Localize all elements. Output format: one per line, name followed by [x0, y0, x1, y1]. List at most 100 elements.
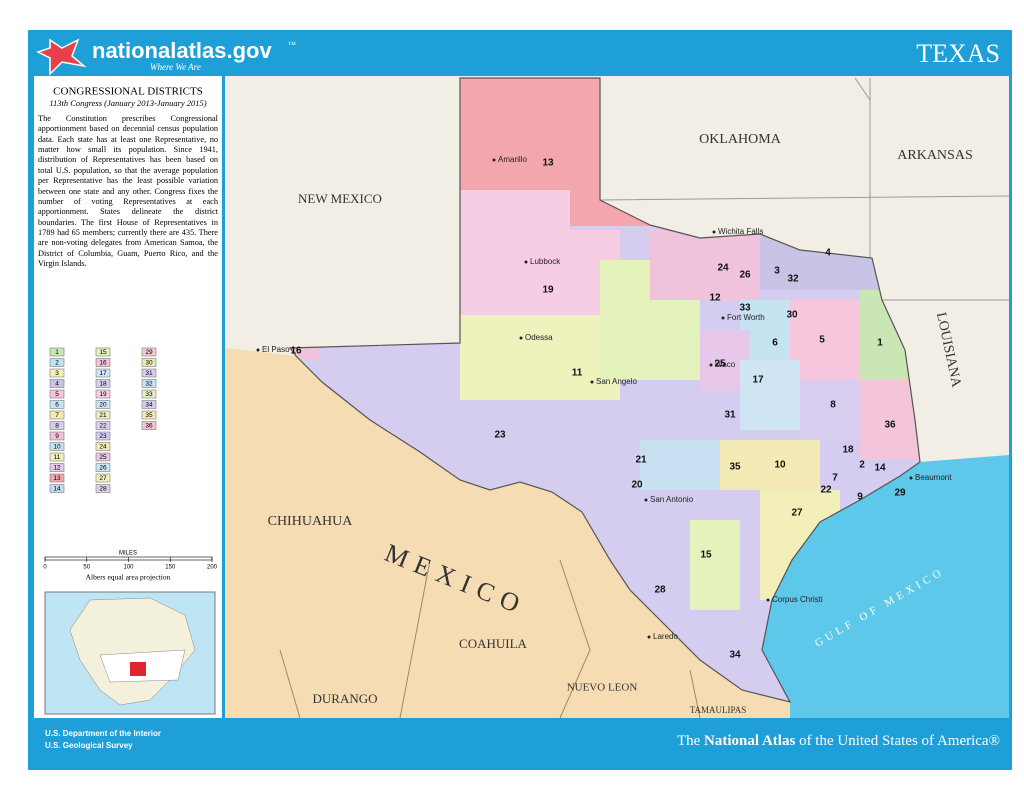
legend-swatch — [49, 473, 65, 483]
legend-swatch — [141, 379, 157, 388]
district-number: 32 — [787, 274, 799, 285]
state-borders — [599, 77, 1010, 301]
district-number: 19 — [542, 285, 554, 296]
footer-atlas: The National Atlas of the United States … — [677, 733, 1000, 749]
mexico-land — [225, 348, 790, 718]
legend-swatch — [95, 368, 111, 378]
legend-swatch — [141, 347, 157, 357]
district-area — [460, 190, 570, 320]
legend-swatch — [49, 368, 65, 378]
legend-label: 28 — [99, 486, 107, 493]
legend-swatch — [49, 463, 65, 472]
city-label: Wichita Falls — [718, 227, 763, 236]
legend-swatch — [141, 421, 157, 430]
district-number: 1 — [877, 338, 883, 349]
legend-swatch — [95, 463, 111, 472]
district-number: 2 — [859, 460, 865, 471]
legend-label: 26 — [99, 465, 107, 472]
legend-label: 20 — [99, 402, 107, 409]
legend-swatch — [95, 400, 111, 409]
city-label: Amarillo — [498, 155, 527, 164]
tagline: Where We Are — [150, 62, 201, 72]
district-number: 23 — [494, 430, 506, 441]
legend-swatch — [95, 379, 111, 388]
inset-map — [44, 591, 216, 715]
district-number: 33 — [739, 303, 751, 314]
legend-label: 7 — [55, 412, 59, 419]
district-area — [860, 380, 920, 460]
footer-survey: U.S. Geological Survey — [45, 741, 133, 750]
legend-swatch — [141, 368, 157, 378]
district-number: 36 — [884, 420, 896, 431]
logo-star — [36, 38, 87, 76]
legend-swatch — [49, 421, 65, 430]
city-dot — [766, 598, 770, 602]
region-label: ARKANSAS — [897, 148, 972, 163]
sidebar-text: The Constitution prescribes Congressiona… — [38, 114, 218, 269]
logo-mark: ™ — [288, 40, 296, 49]
inset-texas — [130, 662, 146, 676]
sidebar-subtitle: 113th Congress (January 2013-January 201… — [49, 98, 206, 108]
atlas-pre: The — [677, 733, 704, 749]
legend-label: 6 — [55, 402, 59, 409]
legend-label: 29 — [145, 349, 153, 356]
city-dot — [644, 498, 648, 502]
legend-label: 36 — [145, 423, 153, 430]
scale-tick-label: 150 — [165, 565, 176, 571]
city-label: Fort Worth — [727, 313, 765, 322]
legend-swatch — [49, 484, 65, 493]
legend-label: 34 — [145, 402, 153, 409]
scale-tick-label: 100 — [123, 565, 134, 571]
state-title: TEXAS — [916, 39, 1000, 68]
legend-swatch — [49, 452, 65, 462]
legend-swatch — [95, 410, 111, 420]
legend-label: 16 — [99, 360, 107, 367]
district-number: 31 — [724, 410, 736, 421]
projection: Albers equal area projection — [86, 573, 171, 582]
district-area — [800, 380, 860, 440]
legend-label: 8 — [55, 423, 59, 430]
city-label: Beaumont — [915, 473, 952, 482]
legend-swatch — [95, 442, 111, 451]
city-dot — [909, 476, 913, 480]
district-number: 27 — [791, 508, 803, 519]
legend-swatch — [49, 389, 65, 399]
region-label: CHIHUAHUA — [268, 514, 354, 529]
district-number: 12 — [709, 293, 721, 304]
city-dot — [709, 363, 713, 367]
city-label: San Antonio — [650, 495, 694, 504]
district-area — [640, 440, 720, 490]
city-dot — [647, 635, 651, 639]
legend-label: 11 — [54, 454, 61, 461]
legend-label: 25 — [99, 454, 107, 461]
legend-label: 15 — [99, 349, 107, 356]
district-number: 3 — [774, 266, 780, 277]
city-label: Corpus Christi — [772, 595, 823, 604]
legend-swatch — [95, 431, 111, 441]
legend-swatch — [49, 442, 65, 451]
legend-swatch — [49, 431, 65, 441]
legend-swatch — [95, 484, 111, 493]
scale-title: MILES — [119, 551, 137, 557]
legend-swatch — [95, 452, 111, 462]
legend-label: 35 — [145, 412, 153, 419]
district-number: 21 — [635, 455, 647, 466]
legend-label: 18 — [99, 381, 107, 388]
region-label: TAMAULIPAS — [690, 705, 746, 715]
legend-swatch — [95, 347, 111, 357]
legend-swatch — [95, 358, 111, 367]
legend-label: 24 — [99, 444, 107, 451]
region-label: COAHUILA — [459, 636, 527, 651]
mexican-state-borders — [279, 559, 701, 719]
city-label: El Paso — [262, 345, 290, 354]
legend-swatch — [49, 410, 65, 420]
city-dot — [524, 260, 528, 264]
legend-label: 19 — [99, 391, 107, 398]
legend-swatch — [95, 473, 111, 483]
district-number: 9 — [857, 492, 863, 503]
legend-label: 31 — [145, 370, 153, 377]
legend-swatch — [49, 358, 65, 367]
city-dot — [492, 158, 496, 162]
atlas-post: of the United States of America® — [795, 733, 1000, 749]
